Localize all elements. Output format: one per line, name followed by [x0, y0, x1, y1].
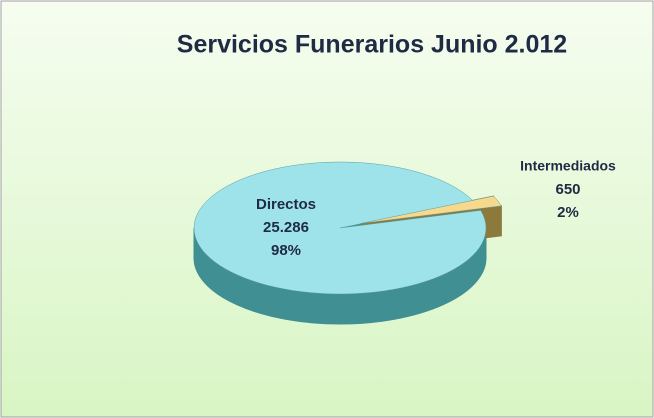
slice [360, 195, 502, 224]
slice-label: Directos [256, 196, 316, 213]
percent-label: 2% [557, 204, 579, 221]
value-label: 25.286 [263, 219, 309, 236]
slice-label: Intermediados [520, 158, 616, 174]
percent-label: 98% [271, 242, 301, 259]
chart-title: Servicios Funerarios Junio 2.012 [177, 31, 567, 59]
slice [193, 161, 487, 295]
value-label: 650 [555, 181, 580, 198]
